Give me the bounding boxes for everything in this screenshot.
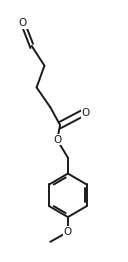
Text: O: O: [53, 135, 61, 145]
Text: O: O: [82, 108, 90, 118]
Text: O: O: [19, 18, 27, 28]
Text: O: O: [64, 227, 72, 237]
